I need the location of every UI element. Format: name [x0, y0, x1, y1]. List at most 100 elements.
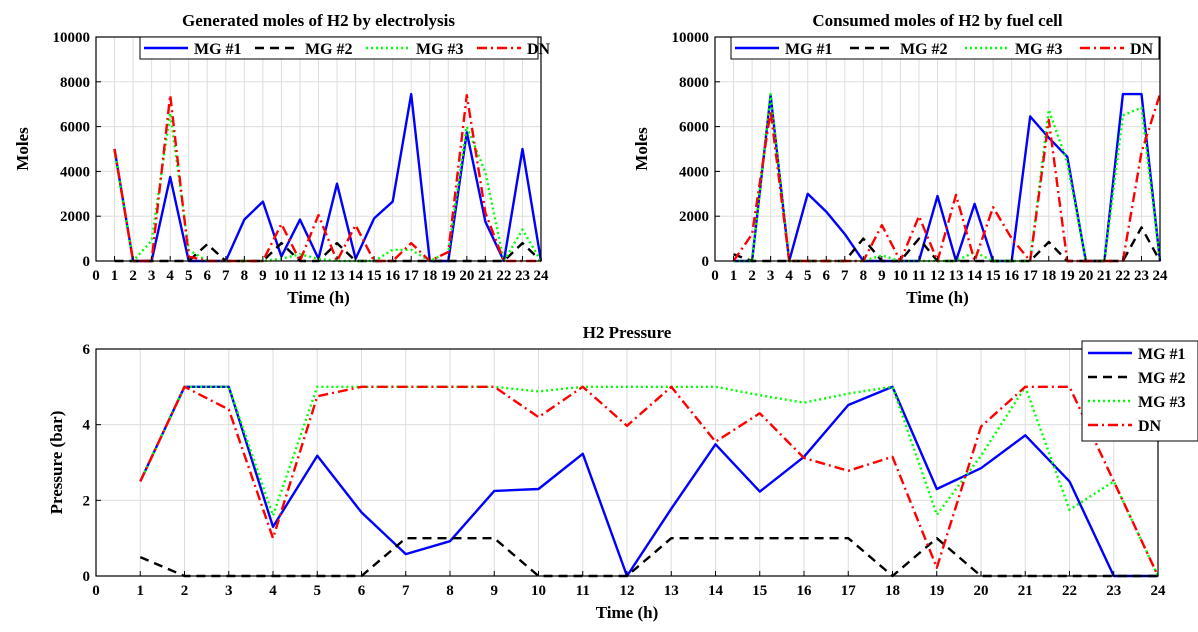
- y-tick-label: 6000: [679, 120, 709, 136]
- x-tick-label: 9: [259, 268, 267, 284]
- y-tick-label: 4: [83, 418, 91, 434]
- series-line-1: [113, 92, 543, 263]
- x-tick-label: 13: [330, 268, 345, 284]
- x-axis-label: Time (h): [596, 603, 659, 622]
- x-tick-label: 17: [1023, 268, 1039, 284]
- x-tick-label: 19: [441, 268, 456, 284]
- x-tick-label: 8: [860, 268, 868, 284]
- x-tick-label: 4: [166, 268, 174, 284]
- x-tick-label: 11: [912, 268, 926, 284]
- x-tick-label: 15: [367, 268, 382, 284]
- legend-label-4: DN: [1130, 41, 1154, 58]
- x-tick-label: 17: [841, 583, 857, 599]
- x-tick-label: 13: [949, 268, 964, 284]
- legend-box: [139, 36, 539, 60]
- x-tick-label: 22: [496, 268, 511, 284]
- x-tick-label: 0: [92, 268, 100, 284]
- y-tick-label: 4000: [679, 164, 709, 180]
- x-tick-label: 22: [1062, 583, 1077, 599]
- y-tick-label: 2000: [60, 209, 90, 225]
- y-tick-label: 4000: [60, 164, 90, 180]
- x-tick-label: 21: [478, 268, 493, 284]
- x-tick-label: 20: [974, 583, 989, 599]
- y-tick-label: 10000: [672, 30, 710, 46]
- y-tick-label: 0: [702, 254, 710, 270]
- x-tick-label: 16: [797, 583, 813, 599]
- chart-title: Generated moles of H2 by electrolysis: [182, 11, 455, 30]
- legend-label-1: MG #1: [1138, 346, 1186, 363]
- x-tick-label: 2: [129, 268, 137, 284]
- x-axis-label: Time (h): [906, 288, 969, 307]
- x-tick-label: 15: [752, 583, 767, 599]
- x-tick-label: 10: [274, 268, 289, 284]
- legend-label-4: DN: [1138, 418, 1162, 435]
- x-tick-label: 3: [148, 268, 156, 284]
- x-tick-label: 21: [1097, 268, 1112, 284]
- y-tick-label: 8000: [679, 75, 709, 91]
- x-tick-label: 11: [576, 583, 590, 599]
- x-tick-label: 3: [767, 268, 775, 284]
- x-tick-label: 16: [1004, 268, 1020, 284]
- legend-label-3: MG #3: [1138, 394, 1186, 411]
- x-tick-label: 2: [748, 268, 756, 284]
- x-tick-label: 20: [1078, 268, 1093, 284]
- x-tick-label: 7: [222, 268, 230, 284]
- legend-label-1: MG #1: [194, 41, 242, 58]
- chart-3: 0 1 2 3 4 5 6 7 8 9 10 11 12 13 14 15 16 17 18 19 20 21 22 23 24…: [47, 323, 1198, 622]
- x-tick-label: 5: [804, 268, 812, 284]
- y-tick-label: 8000: [60, 75, 90, 91]
- y-axis-label: Moles: [632, 127, 651, 171]
- chart-title: Consumed moles of H2 by fuel cell: [812, 11, 1063, 30]
- x-tick-label: 23: [1106, 583, 1121, 599]
- y-tick-label: 6: [83, 342, 91, 358]
- x-tick-label: 1: [137, 583, 145, 599]
- y-tick-label: 0: [83, 569, 91, 585]
- x-tick-label: 19: [929, 583, 944, 599]
- x-tick-label: 8: [446, 583, 454, 599]
- x-tick-label: 7: [841, 268, 849, 284]
- x-tick-label: 12: [620, 583, 635, 599]
- y-tick-label: 2: [83, 493, 91, 509]
- x-tick-label: 21: [1018, 583, 1033, 599]
- y-tick-label: 10000: [53, 30, 91, 46]
- series-line-4: [139, 385, 1160, 577]
- legend: MG #1 MG #2 MG #3 DN: [730, 36, 1160, 60]
- y-tick-label: 2000: [679, 209, 709, 225]
- x-tick-label: 11: [293, 268, 307, 284]
- chart-1: 0 1 2 3 4 5 6 7 8 9 10 11 12 13 14 15 16 17 18 19 20 21 22 23 24…: [13, 11, 551, 307]
- x-tick-label: 14: [967, 268, 983, 284]
- x-tick-label: 5: [314, 583, 322, 599]
- legend-label-1: MG #1: [785, 41, 833, 58]
- x-tick-label: 20: [459, 268, 474, 284]
- x-axis-label: Time (h): [287, 288, 350, 307]
- y-tick-label: 0: [83, 254, 91, 270]
- series-line-1: [139, 385, 1158, 578]
- x-tick-label: 23: [1134, 268, 1149, 284]
- x-tick-label: 14: [348, 268, 364, 284]
- x-tick-label: 1: [730, 268, 738, 284]
- x-tick-label: 9: [491, 583, 499, 599]
- x-tick-label: 5: [185, 268, 193, 284]
- y-tick-label: 6000: [60, 120, 90, 136]
- x-tick-label: 10: [893, 268, 908, 284]
- x-tick-label: 16: [385, 268, 401, 284]
- x-tick-label: 23: [515, 268, 530, 284]
- x-tick-label: 18: [422, 268, 437, 284]
- x-tick-label: 0: [92, 583, 100, 599]
- y-axis-label: Pressure (bar): [47, 411, 66, 515]
- legend: MG #1 MG #2 MG #3 DN: [139, 36, 551, 60]
- x-tick-label: 13: [664, 583, 679, 599]
- x-tick-label: 4: [269, 583, 277, 599]
- x-tick-label: 15: [986, 268, 1001, 284]
- legend-label-2: MG #2: [305, 41, 353, 58]
- x-tick-label: 6: [358, 583, 366, 599]
- x-tick-label: 24: [1153, 268, 1169, 284]
- legend-box: [1081, 340, 1198, 442]
- x-tick-label: 19: [1060, 268, 1075, 284]
- chart-title: H2 Pressure: [583, 323, 672, 342]
- x-tick-label: 24: [534, 268, 550, 284]
- x-tick-label: 24: [1151, 583, 1167, 599]
- x-tick-label: 18: [885, 583, 900, 599]
- x-tick-label: 12: [311, 268, 326, 284]
- x-tick-label: 1: [111, 268, 119, 284]
